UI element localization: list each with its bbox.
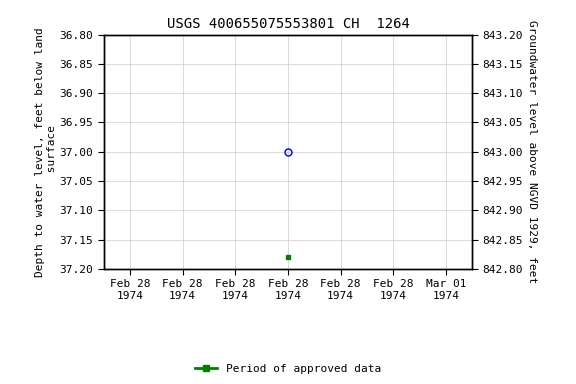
Title: USGS 400655075553801 CH  1264: USGS 400655075553801 CH 1264 [166, 17, 410, 31]
Y-axis label: Groundwater level above NGVD 1929, feet: Groundwater level above NGVD 1929, feet [527, 20, 537, 283]
Y-axis label: Depth to water level, feet below land
 surface: Depth to water level, feet below land su… [35, 27, 56, 276]
Legend: Period of approved data: Period of approved data [191, 359, 385, 379]
